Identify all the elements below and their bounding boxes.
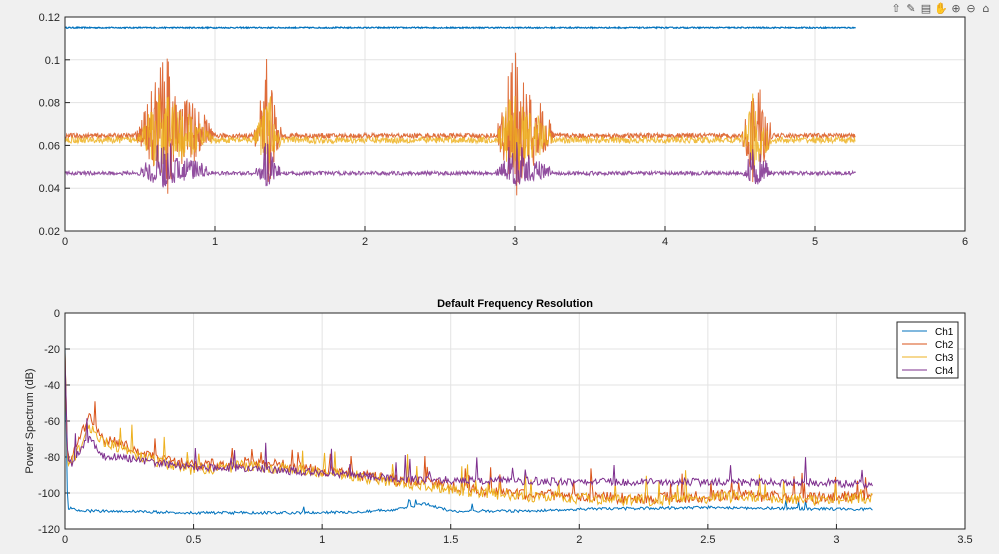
zoom-in-icon[interactable]: ⊕ xyxy=(951,1,961,15)
brush-icon[interactable]: ✎ xyxy=(906,1,916,15)
y-tick-label: 0.12 xyxy=(39,12,60,24)
y-tick-label: 0 xyxy=(54,308,60,320)
legend-label-ch3: Ch3 xyxy=(935,353,954,364)
x-tick-label: 5 xyxy=(812,236,818,248)
axes-toolbar: ⇧ ✎ ▤ ✋ ⊕ ⊖ ⌂ xyxy=(889,0,993,16)
y-tick-label: -60 xyxy=(44,416,60,428)
spectrum-line-ch1 xyxy=(64,345,873,516)
home-icon[interactable]: ⌂ xyxy=(982,1,990,15)
y-axis-label: Power Spectrum (dB) xyxy=(24,368,36,473)
x-tick-label: 6 xyxy=(962,236,968,248)
x-tick-label: 0 xyxy=(62,534,68,546)
spectrum-line-ch3 xyxy=(64,352,873,507)
y-tick-label: -80 xyxy=(44,452,60,464)
y-tick-label: -100 xyxy=(38,488,60,500)
chart-title: Default Frequency Resolution xyxy=(437,298,593,310)
y-tick-label: -120 xyxy=(38,524,60,536)
datatip-icon[interactable]: ▤ xyxy=(920,1,932,15)
y-tick-label: 0.1 xyxy=(45,55,60,67)
legend-label-ch2: Ch2 xyxy=(935,340,954,351)
y-tick-label: 0.02 xyxy=(39,226,60,238)
legend: Ch1 Ch2 Ch3 Ch4 xyxy=(896,321,959,379)
x-tick-label: 2 xyxy=(362,236,368,248)
x-tick-label: 3.5 xyxy=(957,534,972,546)
y-tick-label: 0.06 xyxy=(39,140,60,152)
legend-label-ch1: Ch1 xyxy=(935,327,954,338)
x-tick-label: 3 xyxy=(833,534,839,546)
signal-line-3 xyxy=(64,93,856,173)
top-axes: 0 1 2 3 4 5 6 0.02 0.04 0.06 0.08 0.1 0.12 xyxy=(39,12,968,248)
signal-line-4 xyxy=(64,142,856,188)
bottom-axes: 0 0.5 1 1.5 2 2.5 3 3.5 -120 -100 -80 -60 -40 -20 0 Def… xyxy=(24,298,973,546)
export-icon[interactable]: ⇧ xyxy=(891,1,901,15)
y-tick-label: 0.04 xyxy=(39,183,60,195)
axes-box xyxy=(64,16,966,232)
x-tick-label: 0 xyxy=(62,236,68,248)
x-tick-label: 1 xyxy=(319,534,325,546)
x-tick-label: 0.5 xyxy=(186,534,201,546)
x-tick-label: 1 xyxy=(212,236,218,248)
y-tick-label: -40 xyxy=(44,380,60,392)
spectrum-line-ch4 xyxy=(64,356,873,490)
pan-icon[interactable]: ✋ xyxy=(934,1,948,15)
x-tick-label: 1.5 xyxy=(443,534,458,546)
axes-box xyxy=(64,312,966,530)
x-tick-label: 4 xyxy=(662,236,668,248)
y-tick-label: -20 xyxy=(44,344,60,356)
y-tick-label: 0.08 xyxy=(39,98,60,110)
signal-line-1 xyxy=(64,25,856,30)
zoom-out-icon[interactable]: ⊖ xyxy=(966,1,976,15)
x-tick-label: 3 xyxy=(512,236,518,248)
x-tick-label: 2.5 xyxy=(700,534,715,546)
legend-label-ch4: Ch4 xyxy=(935,366,954,377)
x-tick-label: 2 xyxy=(576,534,582,546)
